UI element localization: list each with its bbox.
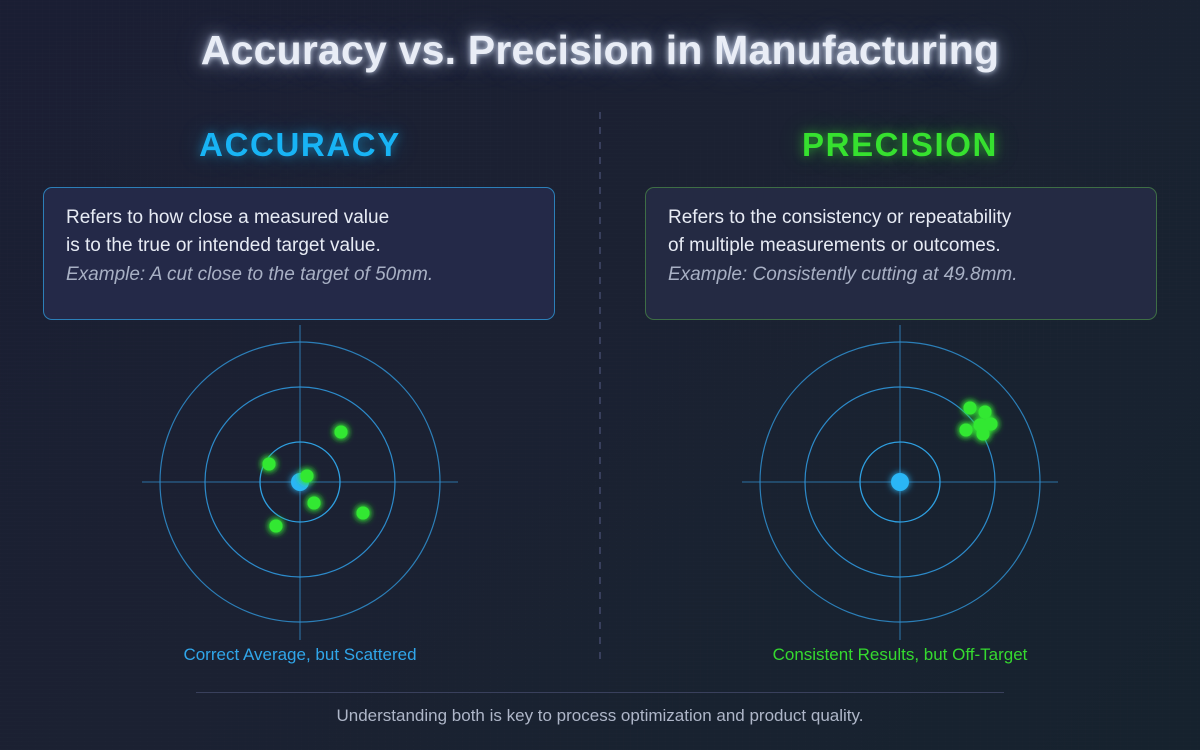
measurement-dot (269, 519, 283, 533)
accuracy-caption: Correct Average, but Scattered (183, 645, 417, 664)
measurement-dot (356, 506, 370, 520)
bullseye-target-clustered-icon (742, 325, 1058, 640)
bullseye-target-scattered-icon (142, 325, 458, 640)
measurement-dots (262, 425, 370, 533)
measurement-dot (976, 427, 990, 441)
accuracy-description-line-2: is to the true or intended target value. (66, 235, 381, 256)
precision-caption: Consistent Results, but Off-Target (772, 645, 1028, 664)
measurement-dot (300, 469, 314, 483)
measurement-dots (959, 401, 998, 441)
precision-description-line-2: of multiple measurements or outcomes. (668, 235, 1001, 256)
accuracy-example: Example: A cut close to the target of 50… (66, 264, 434, 285)
precision-column: PRECISION Refers to the consistency or r… (600, 0, 1200, 750)
precision-target-wrap (600, 325, 1200, 640)
measurement-dot (959, 423, 973, 437)
measurement-dot (984, 417, 998, 431)
accuracy-column: ACCURACY Refers to how close a measured … (0, 126, 600, 664)
precision-description-card: Refers to the consistency or repeatabili… (645, 187, 1157, 320)
page-title: Accuracy vs. Precision in Manufacturing (200, 27, 1000, 73)
precision-example: Example: Consistently cutting at 49.8mm. (668, 264, 1018, 285)
accuracy-target-wrap (0, 325, 600, 640)
accuracy-heading: ACCURACY (199, 126, 401, 163)
footer-divider (196, 692, 1004, 693)
measurement-dot (307, 496, 321, 510)
precision-description-line-1: Refers to the consistency or repeatabili… (668, 207, 1012, 228)
accuracy-description-card: Refers to how close a measured value is … (43, 187, 555, 320)
measurement-dot (963, 401, 977, 415)
precision-heading: PRECISION (802, 126, 998, 163)
measurement-dot (262, 457, 276, 471)
measurement-dot (334, 425, 348, 439)
footer-text: Understanding both is key to process opt… (336, 706, 864, 725)
column-divider (599, 112, 601, 660)
measurement-dot (978, 405, 992, 419)
accuracy-description-line-1: Refers to how close a measured value (66, 207, 390, 228)
